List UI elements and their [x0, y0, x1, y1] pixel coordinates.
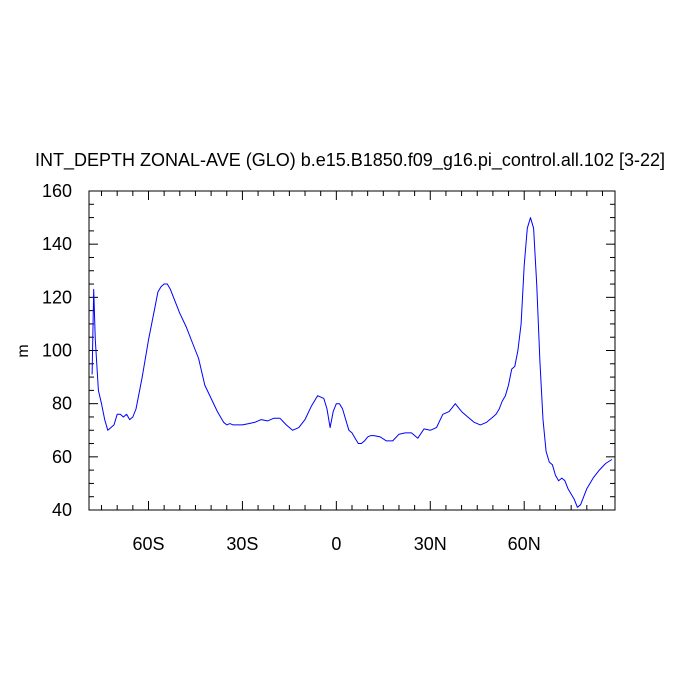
x-tick-label: 30S [226, 534, 258, 554]
x-tick-label: 60N [508, 534, 541, 554]
x-tick-label: 30N [414, 534, 447, 554]
y-tick-label: 160 [42, 181, 72, 201]
y-tick-label: 140 [42, 234, 72, 254]
y-tick-label: 60 [52, 447, 72, 467]
axis-ticks [89, 190, 615, 511]
axis-tick-labels: 60S 30S 0 30N 60N 40 60 80 100 120 140 160 [42, 181, 541, 554]
y-tick-label: 40 [52, 500, 72, 520]
plot-frame [88, 190, 616, 511]
x-tick-label: 0 [331, 534, 341, 554]
x-tick-label: 60S [132, 534, 164, 554]
y-tick-label: 100 [42, 341, 72, 361]
y-axis-label: m [15, 344, 32, 357]
y-tick-label: 120 [42, 287, 72, 307]
y-tick-label: 80 [52, 394, 72, 414]
chart-title: INT_DEPTH ZONAL-AVE (GLO) b.e15.B1850.f0… [35, 150, 665, 171]
series-line [91, 217, 613, 508]
series-group [91, 217, 613, 508]
